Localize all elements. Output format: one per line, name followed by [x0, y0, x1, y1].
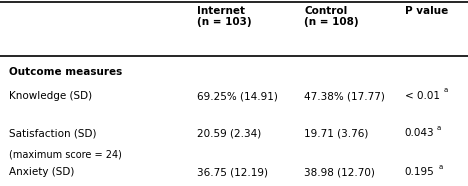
Text: Internet
(n = 103): Internet (n = 103)	[197, 6, 251, 27]
Text: (maximum score = 24): (maximum score = 24)	[9, 150, 122, 160]
Text: Outcome measures: Outcome measures	[9, 67, 123, 77]
Text: 20.59 (2.34): 20.59 (2.34)	[197, 128, 261, 138]
Text: Control
(n = 108): Control (n = 108)	[304, 6, 359, 27]
Text: 69.25% (14.91): 69.25% (14.91)	[197, 91, 278, 101]
Text: P value: P value	[405, 6, 448, 16]
Text: a: a	[443, 87, 447, 93]
Text: 38.98 (12.70): 38.98 (12.70)	[304, 167, 375, 177]
Text: a: a	[437, 125, 441, 131]
Text: < 0.01: < 0.01	[405, 91, 440, 101]
Text: 19.71 (3.76): 19.71 (3.76)	[304, 128, 369, 138]
Text: 36.75 (12.19): 36.75 (12.19)	[197, 167, 268, 177]
Text: Anxiety (SD): Anxiety (SD)	[9, 167, 75, 177]
Text: Satisfaction (SD): Satisfaction (SD)	[9, 128, 97, 138]
Text: 0.195: 0.195	[405, 167, 435, 177]
Text: 0.043: 0.043	[405, 128, 434, 138]
Text: Knowledge (SD): Knowledge (SD)	[9, 91, 93, 101]
Text: 47.38% (17.77): 47.38% (17.77)	[304, 91, 385, 101]
Text: a: a	[439, 164, 443, 170]
